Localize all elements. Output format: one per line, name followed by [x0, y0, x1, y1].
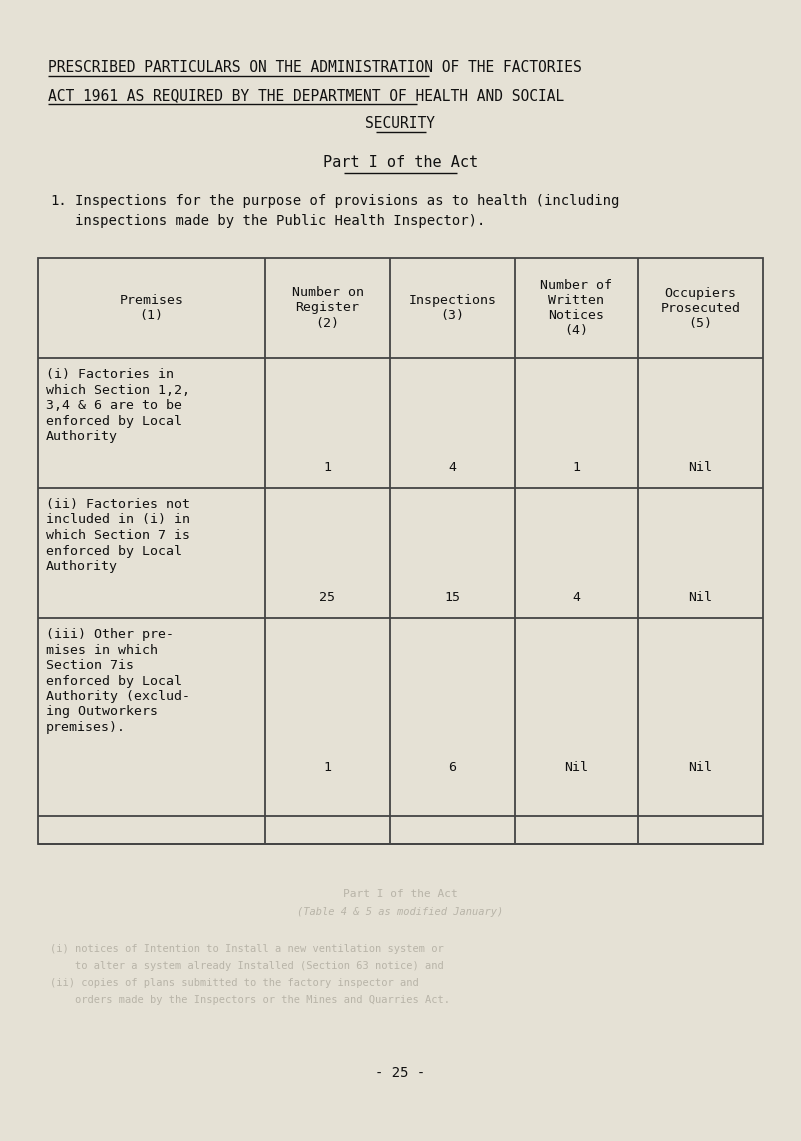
Text: - 25 -: - 25 - — [376, 1066, 425, 1081]
Text: Nil: Nil — [689, 461, 713, 474]
Text: Nil: Nil — [689, 591, 713, 604]
Text: ACT 1961 AS REQUIRED BY THE DEPARTMENT OF HEALTH AND SOCIAL: ACT 1961 AS REQUIRED BY THE DEPARTMENT O… — [48, 88, 564, 103]
Text: enforced by Local: enforced by Local — [46, 544, 182, 558]
Text: to alter a system already Installed (Section 63 notice) and: to alter a system already Installed (Sec… — [50, 961, 444, 971]
Text: ing Outworkers: ing Outworkers — [46, 705, 158, 719]
Text: Nil: Nil — [565, 761, 589, 774]
Text: (3): (3) — [441, 309, 465, 322]
Text: mises in which: mises in which — [46, 644, 158, 656]
Text: (4): (4) — [565, 324, 589, 337]
Text: (ii) Factories not: (ii) Factories not — [46, 497, 190, 511]
Text: 4: 4 — [573, 591, 581, 604]
Text: Authority (exclud-: Authority (exclud- — [46, 690, 190, 703]
Text: premises).: premises). — [46, 721, 126, 734]
Text: Part I of the Act: Part I of the Act — [343, 889, 458, 899]
Text: included in (i) in: included in (i) in — [46, 513, 190, 526]
Text: Prosecuted: Prosecuted — [661, 301, 740, 315]
Text: orders made by the Inspectors or the Mines and Quarries Act.: orders made by the Inspectors or the Min… — [50, 995, 450, 1005]
Text: Inspections for the purpose of provisions as to health (including: Inspections for the purpose of provision… — [75, 194, 619, 208]
Text: 6: 6 — [449, 761, 457, 774]
Text: Premises: Premises — [119, 294, 183, 307]
Text: (1): (1) — [139, 309, 163, 322]
Text: Register: Register — [296, 301, 360, 315]
Text: (i) notices of Intention to Install a new ventilation system or: (i) notices of Intention to Install a ne… — [50, 944, 444, 954]
Text: 15: 15 — [445, 591, 461, 604]
Text: Part I of the Act: Part I of the Act — [323, 155, 478, 170]
Text: (iii) Other pre-: (iii) Other pre- — [46, 628, 174, 641]
Text: Inspections: Inspections — [409, 294, 497, 307]
Text: (2): (2) — [316, 316, 340, 330]
Text: 1: 1 — [324, 461, 332, 474]
Text: 1: 1 — [324, 761, 332, 774]
Text: Written: Written — [549, 294, 605, 307]
Text: (ii) copies of plans submitted to the factory inspector and: (ii) copies of plans submitted to the fa… — [50, 978, 419, 988]
Text: inspections made by the Public Health Inspector).: inspections made by the Public Health In… — [75, 215, 485, 228]
Text: Nil: Nil — [689, 761, 713, 774]
Text: 4: 4 — [449, 461, 457, 474]
Text: Occupiers: Occupiers — [665, 286, 736, 299]
Text: Notices: Notices — [549, 309, 605, 322]
Text: Number on: Number on — [292, 286, 364, 299]
Text: (Table 4 & 5 as modified January): (Table 4 & 5 as modified January) — [297, 907, 504, 917]
Text: which Section 1,2,: which Section 1,2, — [46, 383, 190, 397]
Text: (i) Factories in: (i) Factories in — [46, 369, 174, 381]
Text: (5): (5) — [689, 316, 713, 330]
Text: 1: 1 — [573, 461, 581, 474]
Text: PRESCRIBED PARTICULARS ON THE ADMINISTRATION OF THE FACTORIES: PRESCRIBED PARTICULARS ON THE ADMINISTRA… — [48, 60, 582, 75]
Text: Authority: Authority — [46, 430, 118, 443]
Bar — [38, 258, 763, 844]
Text: enforced by Local: enforced by Local — [46, 414, 182, 428]
Text: 3,4 & 6 are to be: 3,4 & 6 are to be — [46, 399, 182, 412]
Text: Number of: Number of — [541, 280, 613, 292]
Text: Section 7is: Section 7is — [46, 659, 134, 672]
Text: SECURITY: SECURITY — [365, 116, 436, 131]
Text: 25: 25 — [320, 591, 336, 604]
Text: Authority: Authority — [46, 560, 118, 573]
Text: enforced by Local: enforced by Local — [46, 674, 182, 688]
Text: 1.: 1. — [50, 194, 66, 208]
Text: which Section 7 is: which Section 7 is — [46, 529, 190, 542]
